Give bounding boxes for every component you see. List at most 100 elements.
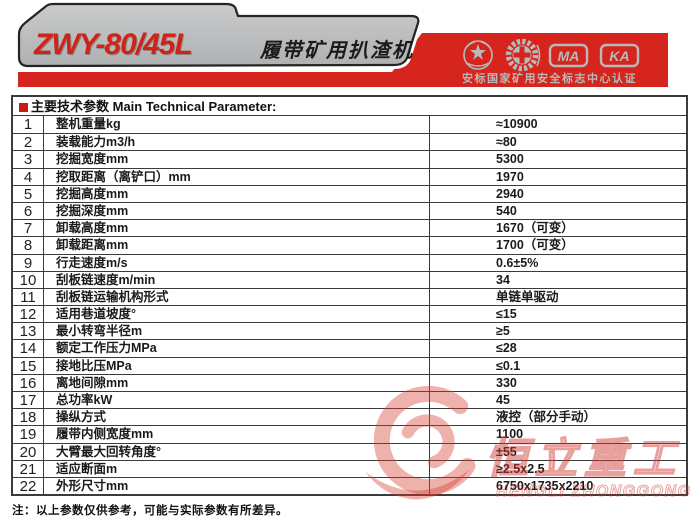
table-row: 6 挖掘深度mm 540 [13,201,686,221]
row-number: 20 [13,443,44,461]
parameter-value: 1700（可变） [496,238,574,253]
parameter-value: ≤0.1 [496,358,521,373]
parameter-value: 45 [496,393,510,407]
table-row: 18 操纵方式 液控（部分手动） [13,408,686,427]
parameter-table: 主要技术参数 Main Technical Parameter: 1 整机重量k… [11,95,688,497]
parameter-name: 挖取距离（离铲口）mm [44,168,430,186]
table-row: 3 挖掘宽度mm 5300 [13,150,686,169]
parameter-value: 6750x1735x2210 [496,478,594,493]
parameter-value: 液控（部分手动） [496,410,597,425]
table-row: 1 整机重量kg ≈10900 [13,116,686,134]
table-row: 5 挖掘高度mm 2940 [13,184,686,203]
parameter-table-body: 1 整机重量kg ≈10900 2 装载能力m3/h ≈80 3 挖掘宽度mm … [13,116,686,496]
parameter-name: 挖掘宽度mm [44,151,430,169]
row-number: 16 [13,374,44,393]
table-row: 4 挖取距离（离铲口）mm 1970 [13,167,686,186]
parameter-name: 装载能力m3/h [44,134,430,152]
national-emblem-icon [463,40,493,70]
parameter-name: 操纵方式 [44,409,430,427]
table-title: 主要技术参数 Main Technical Parameter: [31,99,277,114]
parameter-value: 5300 [496,152,524,167]
parameter-value: 330 [496,375,517,390]
header-banner: MA KA [15,0,668,87]
parameter-name: 最小转弯半径m [44,323,430,341]
table-row: 17 总功率kW 45 [13,391,686,410]
parameter-value: 34 [496,272,510,287]
row-number: 5 [13,185,44,203]
table-row: 13 最小转弯半径m ≥5 [13,322,686,341]
row-number: 21 [13,460,44,478]
row-number: 13 [13,323,44,341]
row-number: 1 [13,116,44,134]
ka-badge-label: KA [609,48,629,64]
parameter-value: 单链单驱动 [496,289,559,304]
parameter-value: 1970 [496,169,524,184]
parameter-value: ≤28 [496,341,517,356]
parameter-name: 刮板链速度m/min [44,271,430,289]
parameter-name: 刮板链运输机构形式 [44,288,430,307]
parameter-value: ≈10900 [496,117,538,131]
table-row: 8 卸载距离mm 1700（可变） [13,236,686,255]
ka-badge-icon: KA [599,43,640,68]
parameter-name: 总功率kW [44,392,430,410]
gear-cross-icon [505,38,541,72]
row-number: 12 [13,306,44,324]
parameter-name: 挖掘深度mm [44,202,430,221]
parameter-name: 外形尺寸mm [44,477,430,496]
row-number: 17 [13,392,44,410]
parameter-value: ±55 [496,444,517,459]
table-row: 16 离地间隙mm 330 [13,373,686,393]
ma-badge-label: MA [558,48,580,64]
row-number: 15 [13,357,44,375]
parameter-name: 大臂最大回转角度° [44,443,430,461]
parameter-value: ≥2.5x2.5 [496,461,545,476]
table-row: 7 卸载高度mm 1670（可变） [13,219,686,238]
row-number: 8 [13,237,44,255]
certification-caption: 安标国家矿用安全标志中心认证 [462,73,637,85]
row-number: 7 [13,220,44,238]
parameter-name: 卸载距离mm [44,237,430,255]
parameter-value: ≈80 [496,135,517,150]
row-number: 11 [13,288,44,307]
parameter-name: 适应断面m [44,460,430,478]
parameter-value: 1670（可变） [496,221,574,236]
certification-badges: MA KA [463,38,640,72]
table-row: 19 履带内侧宽度mm 1100 [13,425,686,444]
row-number: 10 [13,271,44,289]
row-number: 4 [13,168,44,186]
parameter-value: 540 [496,203,517,218]
parameter-name: 离地间隙mm [44,374,430,393]
parameter-value: ≥5 [496,324,510,339]
table-row: 10 刮板链速度m/min 34 [13,270,686,289]
parameter-name: 整机重量kg [44,116,430,134]
table-row: 14 额定工作压力MPa ≤28 [13,339,686,358]
table-row: 21 适应断面m ≥2.5x2.5 [13,459,686,478]
red-stripe [18,33,668,87]
row-number: 2 [13,134,44,152]
parameter-name: 接地比压MPa [44,357,430,375]
table-row: 11 刮板链运输机构形式 单链单驱动 [13,287,686,307]
model-title: ZWY-80/45L [34,28,193,61]
parameter-name: 履带内侧宽度mm [44,426,430,444]
row-number: 9 [13,254,44,272]
model-banner-shape [15,0,423,70]
parameter-name: 卸载高度mm [44,220,430,238]
table-row: 22 外形尺寸mm 6750x1735x2210 [13,476,686,496]
parameter-name: 挖掘高度mm [44,185,430,203]
parameter-value: 0.6±5% [496,255,539,270]
row-number: 18 [13,409,44,427]
parameter-value: 1100 [496,427,524,442]
table-title-row: 主要技术参数 Main Technical Parameter: [13,97,686,116]
parameter-value: 2940 [496,186,524,201]
parameter-name: 额定工作压力MPa [44,340,430,358]
parameter-name: 行走速度m/s [44,254,430,272]
parameter-value: ≤15 [496,307,517,322]
row-number: 14 [13,340,44,358]
footnote: 注：以上参数仅供参考，可能与实际参数有所差异。 [12,505,288,517]
row-number: 6 [13,202,44,221]
table-row: 2 装载能力m3/h ≈80 [13,133,686,152]
table-row: 20 大臂最大回转角度° ±55 [13,442,686,461]
red-square-bullet-icon [19,103,28,112]
parameter-name: 适用巷道坡度° [44,306,430,324]
